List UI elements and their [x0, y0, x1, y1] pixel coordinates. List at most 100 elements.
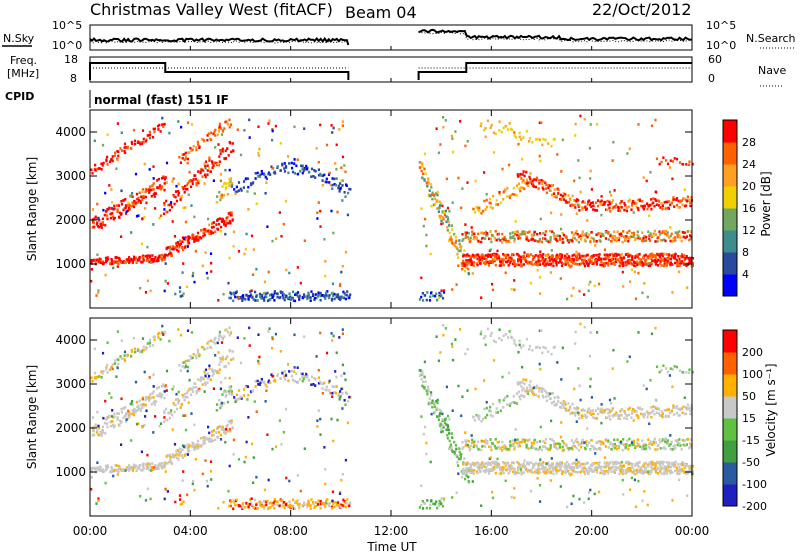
power-cell — [533, 239, 536, 242]
nave-label: Nave — [758, 64, 786, 77]
velocity-cell — [315, 504, 318, 508]
velocity-cell — [668, 469, 671, 473]
power-cell — [564, 261, 567, 264]
power-cell — [336, 210, 339, 214]
power-cell — [211, 222, 214, 225]
velocity-cell — [553, 467, 556, 470]
velocity-cell — [206, 381, 209, 384]
power-cell — [620, 200, 623, 203]
power-cell — [435, 191, 438, 195]
velocity-cell — [252, 506, 256, 509]
velocity-cell — [312, 502, 315, 505]
velocity-cell — [273, 498, 276, 501]
velocity-cell — [346, 498, 349, 501]
power-cell — [689, 256, 692, 260]
velocity-cell — [181, 393, 184, 397]
velocity-cell — [524, 465, 527, 468]
power-cell — [183, 153, 186, 156]
velocity-cell — [162, 384, 165, 387]
power-cell — [491, 261, 494, 264]
velocity-cell — [532, 466, 535, 469]
power-cell — [237, 250, 241, 253]
power-cell — [253, 192, 256, 195]
velocity-cell — [301, 379, 304, 383]
power-cell — [507, 253, 510, 257]
velocity-cell — [497, 445, 500, 449]
power-cell — [547, 142, 550, 145]
velocity-cell — [506, 467, 510, 471]
velocity-cell — [503, 444, 506, 447]
freq-panel: Freq. [MHz] 18 8 60 0 Nave — [7, 53, 786, 87]
power-cell — [581, 254, 584, 258]
velocity-cell — [314, 384, 317, 387]
velocity-cell — [212, 429, 215, 432]
velocity-cell — [543, 467, 546, 471]
power-cell — [520, 177, 523, 180]
velocity-cell — [211, 430, 214, 433]
velocity-cell — [133, 408, 136, 411]
power-cell — [566, 252, 569, 256]
velocity-cell — [344, 403, 347, 406]
velocity-cell — [142, 467, 145, 470]
power-cell — [632, 231, 636, 235]
power-cell — [561, 237, 564, 241]
velocity-cell — [99, 467, 102, 471]
velocity-cell — [511, 444, 514, 447]
velocity-cell — [676, 443, 679, 447]
velocity-cell — [161, 394, 164, 397]
velocity-cell — [627, 466, 630, 470]
velocity-cell — [542, 461, 545, 464]
velocity-cell — [656, 472, 660, 475]
velocity-cell — [331, 385, 334, 388]
velocity-cell — [498, 472, 501, 475]
power-cell — [427, 194, 430, 198]
power-cell — [476, 206, 479, 209]
power-cell — [666, 162, 670, 166]
power-cell — [689, 201, 692, 204]
power-cell — [628, 147, 631, 151]
power-cell — [608, 255, 611, 258]
power-cell — [114, 151, 117, 154]
velocity-cell — [256, 379, 259, 383]
velocity-cell — [146, 487, 149, 491]
power-cell — [90, 268, 93, 271]
velocity-cell — [638, 460, 641, 464]
velocity-cell — [208, 431, 211, 435]
velocity-cell — [594, 467, 597, 470]
power-cell — [109, 216, 112, 220]
velocity-cell — [514, 471, 517, 475]
velocity-cell — [171, 413, 174, 417]
velocity-cell — [604, 463, 607, 467]
power-cell — [532, 182, 535, 186]
velocity-cell — [330, 417, 333, 421]
velocity-cell — [628, 437, 631, 441]
power-cell — [646, 256, 649, 260]
velocity-cell — [483, 465, 486, 468]
power-cell — [446, 218, 450, 221]
power-cell — [429, 194, 432, 198]
power-cell — [593, 208, 596, 212]
velocity-cell — [560, 472, 564, 475]
power-cell — [222, 219, 225, 223]
power-cell — [583, 201, 586, 204]
velocity-cell — [537, 469, 540, 472]
velocity-cell — [159, 338, 162, 341]
velocity-cell — [284, 374, 288, 377]
velocity-cell — [247, 393, 250, 397]
power-cell — [561, 138, 564, 142]
power-cell — [511, 231, 514, 234]
power-cell — [418, 166, 421, 169]
power-cell — [505, 255, 508, 259]
power-cell — [568, 255, 571, 258]
power-cell — [468, 240, 471, 244]
velocity-cell — [216, 341, 219, 345]
power-cell — [181, 294, 184, 297]
velocity-cell — [98, 375, 101, 378]
power-cell — [498, 258, 501, 261]
power-cell — [610, 262, 613, 265]
velocity-cell — [99, 430, 102, 434]
velocity-cell — [574, 439, 577, 443]
power-cell — [590, 256, 594, 260]
velocity-cell — [198, 387, 201, 391]
power-cell — [186, 161, 189, 165]
